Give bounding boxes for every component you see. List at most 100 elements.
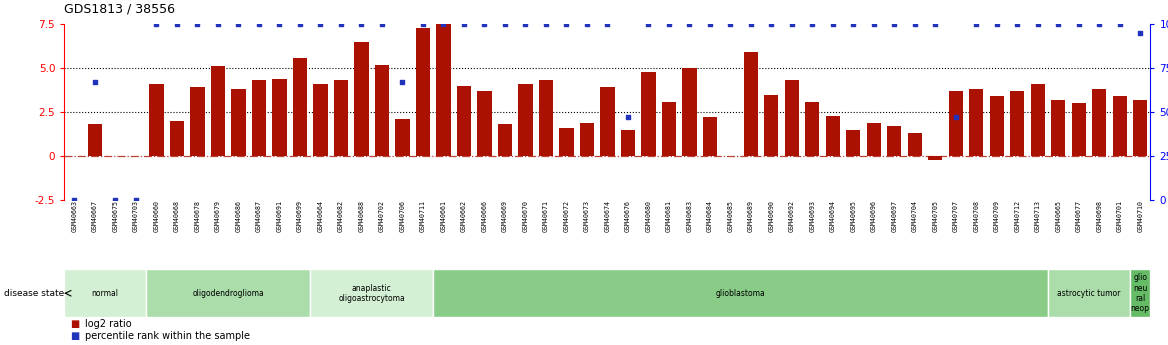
Text: GSM40696: GSM40696 (871, 200, 877, 232)
Point (147, 21, 166, 27)
Bar (354, 42, 369, 156)
Point (311, 21, 329, 27)
Bar (231, 89, 245, 156)
Bar (620, 130, 635, 156)
Bar (1133, 100, 1147, 156)
Text: log2 ratio: log2 ratio (85, 319, 132, 329)
Text: GSM40685: GSM40685 (728, 200, 734, 232)
Point (598, 21, 617, 27)
Point (394, 79, 412, 85)
Text: GSM40665: GSM40665 (1055, 200, 1062, 232)
Text: GSM40675: GSM40675 (112, 200, 118, 232)
Text: GSM40686: GSM40686 (236, 200, 242, 232)
Text: GSM40687: GSM40687 (256, 200, 262, 232)
Point (250, 21, 269, 27)
Point (1090, 21, 1108, 27)
Point (1008, 21, 1027, 27)
Bar (313, 84, 327, 156)
Bar (1092, 89, 1106, 156)
Point (946, 115, 965, 120)
Point (721, 21, 739, 27)
Bar (1129, 269, 1150, 317)
Point (1028, 21, 1047, 27)
Bar (457, 86, 471, 156)
Point (229, 21, 248, 27)
Bar (150, 84, 164, 156)
Point (905, 21, 924, 27)
Bar (1113, 96, 1127, 156)
Point (188, 21, 207, 27)
Text: oligodendroglioma: oligodendroglioma (193, 289, 264, 298)
Text: GSM40676: GSM40676 (625, 200, 631, 232)
Point (680, 21, 698, 27)
Bar (88, 125, 102, 156)
Bar (1010, 91, 1024, 156)
Point (209, 21, 228, 27)
Bar (395, 119, 410, 156)
Text: anaplastic
oligoastrocytoma: anaplastic oligoastrocytoma (339, 284, 405, 303)
Point (373, 21, 391, 27)
Point (577, 21, 596, 27)
Bar (744, 52, 758, 156)
Text: ■: ■ (70, 332, 79, 341)
Bar (210, 66, 225, 156)
Text: GSM40678: GSM40678 (194, 200, 201, 232)
Point (106, 197, 125, 203)
Point (291, 21, 310, 27)
Bar (436, 24, 451, 156)
Text: GSM40699: GSM40699 (297, 200, 303, 232)
Point (1070, 21, 1089, 27)
Bar (519, 84, 533, 156)
Point (1131, 30, 1149, 36)
Text: GSM40682: GSM40682 (338, 200, 343, 232)
Point (987, 21, 1006, 27)
Point (660, 21, 679, 27)
Text: GSM40691: GSM40691 (277, 200, 283, 232)
Text: GSM40683: GSM40683 (687, 200, 693, 232)
Bar (764, 95, 779, 156)
Text: ■: ■ (70, 319, 79, 329)
Point (639, 21, 658, 27)
Point (495, 21, 514, 27)
Bar (703, 117, 717, 156)
Point (536, 21, 555, 27)
Text: GSM40693: GSM40693 (809, 200, 815, 232)
Point (802, 21, 821, 27)
Point (783, 21, 801, 27)
Text: GSM40674: GSM40674 (604, 200, 611, 232)
Bar (600, 88, 614, 156)
Text: GSM40692: GSM40692 (788, 200, 794, 232)
Text: GSM40684: GSM40684 (707, 200, 712, 232)
Point (126, 197, 145, 203)
Bar (498, 125, 512, 156)
Bar (888, 126, 902, 156)
Bar (334, 80, 348, 156)
Point (823, 21, 842, 27)
Point (619, 115, 638, 120)
Point (926, 21, 945, 27)
Text: GSM40670: GSM40670 (522, 200, 528, 232)
Point (454, 21, 473, 27)
Point (844, 21, 863, 27)
Text: GSM40702: GSM40702 (378, 200, 385, 232)
Point (762, 21, 780, 27)
Bar (969, 89, 983, 156)
Bar (252, 80, 266, 156)
Bar (1051, 100, 1065, 156)
Text: GSM40669: GSM40669 (502, 200, 508, 232)
Bar (785, 80, 799, 156)
Point (1049, 21, 1068, 27)
Text: GSM40712: GSM40712 (1014, 200, 1021, 232)
Text: GSM40679: GSM40679 (215, 200, 221, 232)
Text: GSM40706: GSM40706 (399, 200, 405, 232)
Text: disease state: disease state (4, 289, 64, 298)
Text: GSM40680: GSM40680 (646, 200, 652, 232)
Bar (908, 133, 922, 156)
Text: GSM40704: GSM40704 (912, 200, 918, 232)
Bar (311, 269, 433, 317)
Bar (641, 72, 655, 156)
Bar (478, 91, 492, 156)
Point (434, 21, 453, 27)
Bar (682, 68, 696, 156)
Text: GSM40713: GSM40713 (1035, 200, 1041, 232)
